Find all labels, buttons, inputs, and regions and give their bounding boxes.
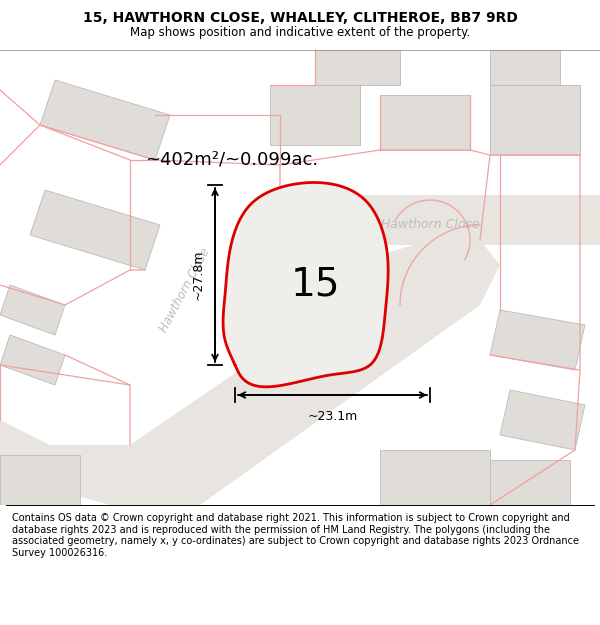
Polygon shape <box>380 95 470 150</box>
Polygon shape <box>280 240 500 305</box>
Text: Map shows position and indicative extent of the property.: Map shows position and indicative extent… <box>130 26 470 39</box>
Polygon shape <box>0 285 65 335</box>
Polygon shape <box>490 50 560 85</box>
Polygon shape <box>270 85 360 145</box>
Text: ~402m²/~0.099ac.: ~402m²/~0.099ac. <box>145 151 318 169</box>
Polygon shape <box>500 390 585 450</box>
Polygon shape <box>380 450 490 505</box>
Text: ~27.8m: ~27.8m <box>192 250 205 300</box>
Text: Hawthorn Close: Hawthorn Close <box>157 246 212 334</box>
Polygon shape <box>30 190 160 270</box>
Polygon shape <box>0 455 80 505</box>
Text: Contains OS data © Crown copyright and database right 2021. This information is : Contains OS data © Crown copyright and d… <box>12 513 579 558</box>
Polygon shape <box>490 85 580 155</box>
Polygon shape <box>490 460 570 505</box>
Polygon shape <box>270 195 600 245</box>
Text: 15: 15 <box>290 266 340 304</box>
Polygon shape <box>0 335 65 385</box>
Text: Hawthorn Close: Hawthorn Close <box>380 219 479 231</box>
Polygon shape <box>40 80 170 160</box>
Polygon shape <box>490 310 585 370</box>
Text: ~23.1m: ~23.1m <box>307 410 358 423</box>
Polygon shape <box>223 182 388 387</box>
Text: 15, HAWTHORN CLOSE, WHALLEY, CLITHEROE, BB7 9RD: 15, HAWTHORN CLOSE, WHALLEY, CLITHEROE, … <box>83 11 517 25</box>
Polygon shape <box>0 240 480 505</box>
Polygon shape <box>315 50 400 85</box>
